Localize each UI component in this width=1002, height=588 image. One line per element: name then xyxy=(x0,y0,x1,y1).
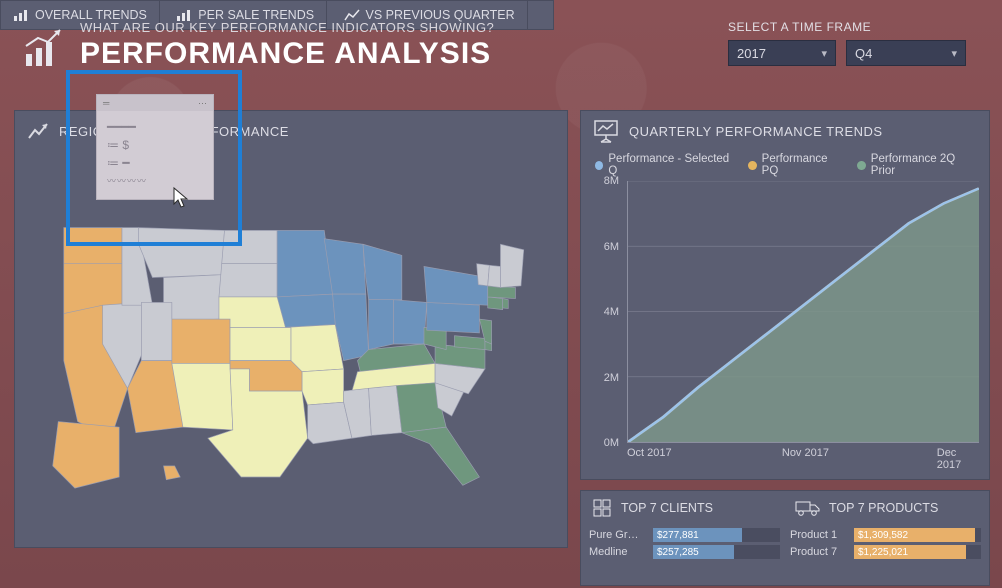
chevron-down-icon: ▾ xyxy=(821,47,827,60)
state-VT[interactable] xyxy=(477,264,490,286)
x-tick: Dec 2017 xyxy=(937,447,979,471)
truck-icon xyxy=(795,498,821,518)
us-map[interactable] xyxy=(25,151,557,537)
state-ND[interactable] xyxy=(222,230,277,263)
legend-item: Performance PQ xyxy=(748,153,841,177)
state-MT[interactable] xyxy=(139,228,225,278)
legend-item: Performance - Selected Q xyxy=(595,153,732,177)
state-AR[interactable] xyxy=(302,369,344,405)
state-KS[interactable] xyxy=(230,327,291,360)
state-FL[interactable] xyxy=(402,427,480,485)
state-OH[interactable] xyxy=(394,300,427,344)
top-clients-list: Pure Gr… $277,881 Medline $257,285 xyxy=(589,525,780,562)
clients-icon xyxy=(591,497,613,519)
state-WY[interactable] xyxy=(164,275,222,322)
state-NH[interactable] xyxy=(488,265,501,287)
state-MI[interactable] xyxy=(363,244,402,299)
drag-preview-window: ═⋯ ━━━━ ≔ $ ≔ ━ 〰〰〰〰 xyxy=(96,94,214,200)
state-CO[interactable] xyxy=(172,319,230,363)
state-RI[interactable] xyxy=(503,299,509,309)
chevron-down-icon: ▾ xyxy=(951,47,957,60)
y-tick: 6M xyxy=(604,241,619,253)
state-AK[interactable] xyxy=(53,422,120,489)
top7-row[interactable]: Product 1 $1,309,582 xyxy=(790,528,981,542)
top7-row[interactable]: Product 7 $1,225,021 xyxy=(790,545,981,559)
header-bar: WHAT ARE OUR KEY PERFORMANCE INDICATORS … xyxy=(14,20,988,84)
legend-item: Performance 2Q Prior xyxy=(857,153,975,177)
presentation-chart-icon xyxy=(593,119,619,143)
top7-row[interactable]: Pure Gr… $277,881 xyxy=(589,528,780,542)
y-tick: 0M xyxy=(604,437,619,449)
state-IA[interactable] xyxy=(277,294,335,327)
quarter-select[interactable]: Q4 ▾ xyxy=(846,40,966,66)
x-tick: Nov 2017 xyxy=(782,447,829,459)
top-clients-title: TOP 7 CLIENTS xyxy=(621,501,713,515)
state-WA[interactable] xyxy=(64,228,122,270)
top-products-list: Product 1 $1,309,582 Product 7 $1,225,021 xyxy=(790,525,981,562)
top7-panel: TOP 7 CLIENTS TOP 7 PRODUCTS Pure Gr… $2… xyxy=(580,490,990,586)
year-select-value: 2017 xyxy=(737,46,766,61)
y-tick: 4M xyxy=(604,306,619,318)
trends-panel-title: QUARTERLY PERFORMANCE TRENDS xyxy=(629,124,883,139)
state-HI[interactable] xyxy=(164,466,181,480)
state-IN[interactable] xyxy=(369,300,394,350)
state-MA[interactable] xyxy=(488,286,516,299)
header-subtitle: WHAT ARE OUR KEY PERFORMANCE INDICATORS … xyxy=(80,20,728,35)
quarter-select-value: Q4 xyxy=(855,46,872,61)
page-title: PERFORMANCE ANALYSIS xyxy=(80,37,728,71)
time-frame-label: SELECT A TIME FRAME xyxy=(728,20,988,34)
state-MD[interactable] xyxy=(454,336,484,350)
logo-icon xyxy=(14,20,72,78)
y-tick: 8M xyxy=(604,175,619,187)
top-products-title: TOP 7 PRODUCTS xyxy=(829,501,938,515)
state-CT[interactable] xyxy=(488,297,503,310)
y-tick: 2M xyxy=(604,372,619,384)
trends-chart[interactable]: 8M6M4M2M0M Oct 2017Nov 2017Dec 2017 xyxy=(591,181,983,463)
state-UT[interactable] xyxy=(141,302,171,360)
top7-row[interactable]: Medline $257,285 xyxy=(589,545,780,559)
x-tick: Oct 2017 xyxy=(627,447,672,459)
state-ME[interactable] xyxy=(500,244,523,287)
year-select[interactable]: 2017 ▾ xyxy=(728,40,836,66)
state-PA[interactable] xyxy=(427,302,480,332)
state-SD[interactable] xyxy=(219,264,277,297)
trend-up-icon xyxy=(27,120,49,142)
quarterly-trends-panel: QUARTERLY PERFORMANCE TRENDS Performance… xyxy=(580,110,990,480)
trends-legend: Performance - Selected Q Performance PQ Pe… xyxy=(581,151,989,183)
